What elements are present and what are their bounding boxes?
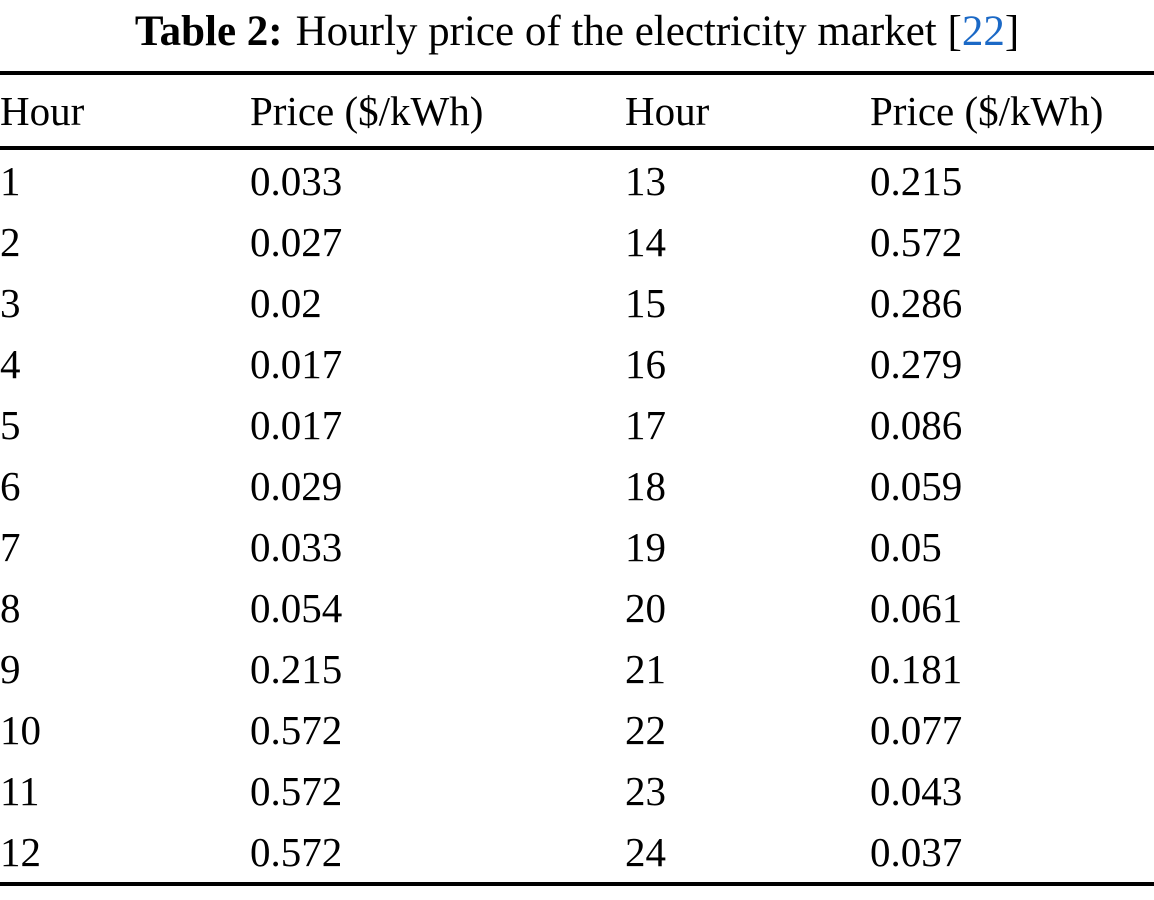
table-row: 6 0.029 18 0.059 — [0, 455, 1154, 516]
price-cell: 0.02 — [250, 279, 322, 326]
citation-bracket-open: [ — [947, 8, 962, 55]
hour-cell: 21 — [625, 645, 666, 692]
hour-cell: 13 — [625, 157, 666, 204]
hour-cell: 2 — [0, 218, 21, 265]
price-cell: 0.033 — [250, 157, 343, 204]
hour-cell: 4 — [0, 340, 21, 387]
table-caption: Table 2: Hourly price of the electricity … — [0, 0, 1154, 71]
price-cell: 0.279 — [870, 340, 963, 387]
hour-cell: 24 — [625, 828, 666, 875]
hour-cell: 16 — [625, 340, 666, 387]
price-cell: 0.572 — [250, 828, 343, 875]
price-cell: 0.572 — [250, 706, 343, 753]
hour-cell: 22 — [625, 706, 666, 753]
hour-cell: 5 — [0, 401, 21, 448]
price-cell: 0.572 — [870, 218, 963, 265]
table-row: 9 0.215 21 0.181 — [0, 638, 1154, 699]
hour-cell: 20 — [625, 584, 666, 631]
hour-cell: 10 — [0, 706, 41, 753]
hour-cell: 14 — [625, 218, 666, 265]
hour-cell: 15 — [625, 279, 666, 326]
table-row: 8 0.054 20 0.061 — [0, 577, 1154, 638]
table-row: 4 0.017 16 0.279 — [0, 333, 1154, 394]
price-cell: 0.05 — [870, 523, 942, 570]
price-cell: 0.215 — [250, 645, 343, 692]
table-row: 1 0.033 13 0.215 — [0, 148, 1154, 211]
column-header-hour-left: Hour — [0, 87, 85, 134]
hour-cell: 19 — [625, 523, 666, 570]
column-header-hour-right: Hour — [625, 87, 710, 134]
hour-cell: 1 — [0, 157, 21, 204]
hour-cell: 9 — [0, 645, 21, 692]
price-cell: 0.029 — [250, 462, 343, 509]
table-row: 11 0.572 23 0.043 — [0, 760, 1154, 821]
table-row: 10 0.572 22 0.077 — [0, 699, 1154, 760]
table-row: 7 0.033 19 0.05 — [0, 516, 1154, 577]
price-cell: 0.037 — [870, 828, 963, 875]
table-row: 2 0.027 14 0.572 — [0, 211, 1154, 272]
column-header-price-right: Price ($/kWh) — [870, 87, 1104, 134]
hour-cell: 7 — [0, 523, 21, 570]
header-row: Hour Price ($/kWh) Hour Price ($/kWh) — [0, 73, 1154, 148]
price-cell: 0.017 — [250, 340, 343, 387]
price-cell: 0.086 — [870, 401, 963, 448]
price-cell: 0.027 — [250, 218, 343, 265]
hour-cell: 18 — [625, 462, 666, 509]
column-header-price-left: Price ($/kWh) — [250, 87, 484, 134]
table-row: 12 0.572 24 0.037 — [0, 821, 1154, 884]
price-cell: 0.572 — [250, 767, 343, 814]
citation-link[interactable]: 22 — [961, 8, 1005, 55]
price-cell: 0.077 — [870, 706, 963, 753]
hourly-price-table: Hour Price ($/kWh) Hour Price ($/kWh) 1 … — [0, 71, 1154, 886]
price-cell: 0.061 — [870, 584, 963, 631]
price-cell: 0.215 — [870, 157, 963, 204]
price-cell: 0.286 — [870, 279, 963, 326]
price-cell: 0.181 — [870, 645, 963, 692]
price-cell: 0.043 — [870, 767, 963, 814]
price-cell: 0.017 — [250, 401, 343, 448]
price-cell: 0.054 — [250, 584, 343, 631]
hour-cell: 6 — [0, 462, 21, 509]
price-cell: 0.033 — [250, 523, 343, 570]
hour-cell: 3 — [0, 279, 21, 326]
hour-cell: 11 — [0, 767, 40, 814]
citation-bracket-close: ] — [1004, 8, 1020, 55]
table-row: 3 0.02 15 0.286 — [0, 272, 1154, 333]
hour-cell: 12 — [0, 828, 41, 875]
hour-cell: 8 — [0, 584, 21, 631]
price-cell: 0.059 — [870, 462, 963, 509]
table-row: 5 0.017 17 0.086 — [0, 394, 1154, 455]
caption-text: Hourly price of the electricity market — [295, 8, 937, 55]
caption-label: Table 2: — [134, 8, 283, 55]
hour-cell: 17 — [625, 401, 666, 448]
hour-cell: 23 — [625, 767, 666, 814]
